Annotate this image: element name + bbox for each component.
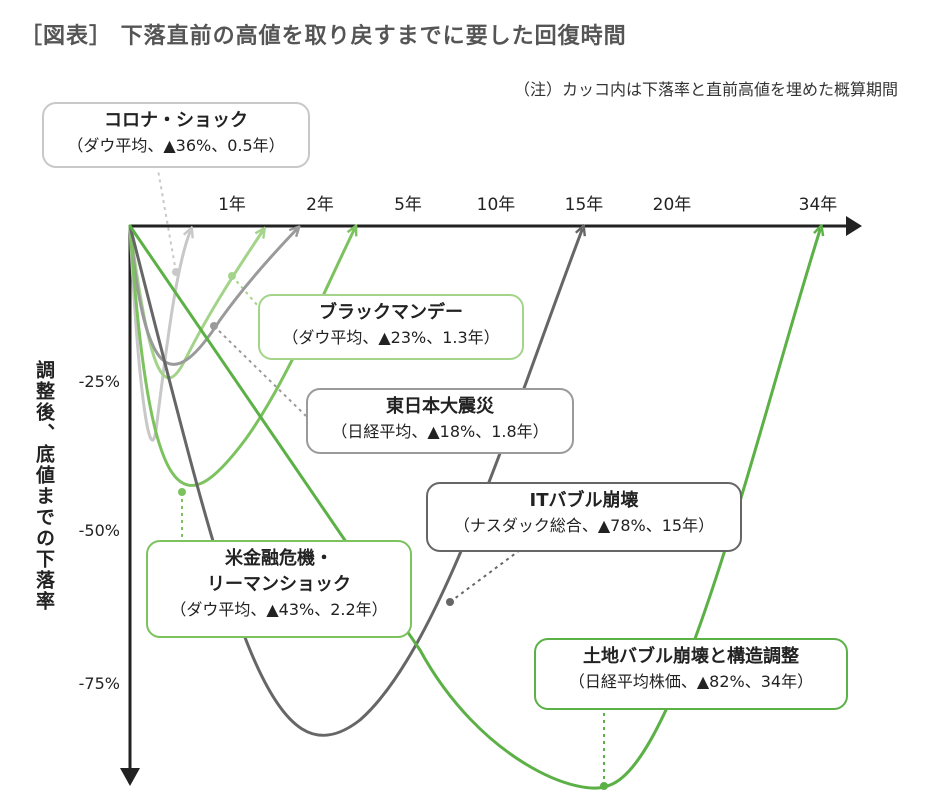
curve-land-bubble-bowl	[418, 230, 820, 790]
callout-subtitle: （ダウ平均、▲43%、2.2年）	[170, 600, 388, 619]
data-point-marker	[600, 782, 608, 790]
data-point-marker	[446, 598, 454, 606]
callout-title-line2: リーマンショック	[207, 574, 351, 595]
callout-corona-shock: コロナ・ショック （ダウ平均、▲36%、0.5年）	[42, 102, 310, 168]
callout-title: 米金融危機・	[225, 548, 333, 569]
callout-it-bubble: ITバブル崩壊 （ナスダック総合、▲78%、15年）	[426, 482, 742, 552]
callout-subtitle: （日経平均株価、▲82%、34年）	[568, 672, 814, 691]
chart-note: （注）カッコ内は下落率と直前高値を埋めた概算期間	[513, 80, 898, 99]
data-point-marker	[178, 488, 186, 496]
leader-line	[213, 325, 307, 417]
curve-great-east-japan-earthquake	[128, 224, 296, 366]
y-tick-label: -50%	[79, 521, 120, 540]
y-axis-label: 調整後、底値までの下落率	[33, 360, 55, 612]
callout-title: 東日本大震災	[386, 396, 494, 417]
callout-title: コロナ・ショック	[104, 110, 248, 131]
page-title: ［図表］ 下落直前の高値を取り戻すまでに要した回復時間	[20, 24, 627, 49]
x-tick-label: 2年	[306, 195, 334, 215]
x-tick-label: 15年	[565, 195, 604, 215]
callout-land-bubble: 土地バブル崩壊と構造調整 （日経平均株価、▲82%、34年）	[534, 638, 848, 710]
callout-great-east-japan-earthquake: 東日本大震災 （日経平均、▲18%、1.8年）	[306, 388, 574, 454]
callout-subtitle: （ダウ平均、▲36%、0.5年）	[67, 136, 285, 155]
callout-lehman-shock: 米金融危機・ リーマンショック （ダウ平均、▲43%、2.2年）	[146, 540, 412, 638]
y-axis-arrow-icon	[120, 768, 140, 786]
x-tick-label: 34年	[799, 195, 838, 215]
y-tick-label: -25%	[79, 372, 120, 391]
data-point-marker	[228, 272, 236, 280]
callout-title: ITバブル崩壊	[529, 490, 639, 511]
x-axis-arrow-icon	[846, 216, 862, 236]
x-tick-label: 5年	[394, 195, 422, 215]
callout-subtitle: （日経平均、▲18%、1.8年）	[331, 422, 549, 441]
data-point-marker	[172, 268, 180, 276]
x-tick-label: 10年	[477, 195, 516, 215]
leader-line	[231, 275, 259, 307]
data-point-marker	[210, 322, 218, 330]
callout-title: ブラックマンデー	[319, 302, 463, 323]
x-tick-label: 20年	[653, 195, 692, 215]
leader-line	[157, 169, 177, 273]
callout-subtitle: （ダウ平均、▲23%、1.3年）	[282, 328, 500, 347]
x-tick-label: 1年	[218, 195, 246, 215]
callout-black-monday: ブラックマンデー （ダウ平均、▲23%、1.3年）	[258, 294, 524, 360]
y-tick-label: -75%	[79, 674, 120, 693]
callout-subtitle: （ナスダック総合、▲78%、15年）	[453, 516, 715, 535]
callout-title: 土地バブル崩壊と構造調整	[583, 646, 799, 667]
leader-line	[449, 549, 521, 603]
